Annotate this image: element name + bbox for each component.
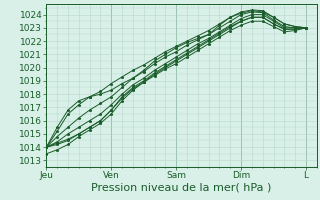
- X-axis label: Pression niveau de la mer( hPa ): Pression niveau de la mer( hPa ): [92, 183, 272, 193]
